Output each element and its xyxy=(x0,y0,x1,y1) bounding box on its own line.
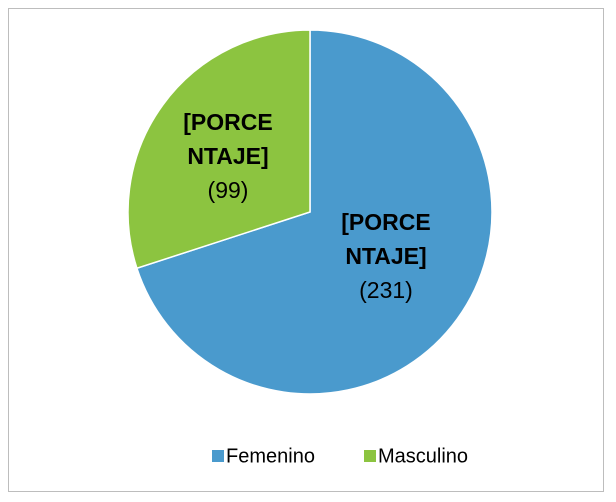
data-label-value: (231) xyxy=(359,277,413,303)
legend-label: Masculino xyxy=(378,445,468,467)
data-label-placeholder: [PORCENTAJE] xyxy=(183,109,273,169)
data-label-placeholder: [PORCENTAJE] xyxy=(341,209,431,269)
pie-slice xyxy=(135,29,493,395)
pie-slice xyxy=(127,29,311,270)
data-label: [PORCENTAJE] (99) xyxy=(176,105,280,207)
legend-swatch xyxy=(364,450,376,462)
legend-swatch xyxy=(212,450,224,462)
chart-frame xyxy=(8,8,604,492)
data-label-value: (99) xyxy=(207,177,249,203)
data-label: [PORCENTAJE] (231) xyxy=(334,205,438,307)
legend-label: Femenino xyxy=(226,445,315,467)
